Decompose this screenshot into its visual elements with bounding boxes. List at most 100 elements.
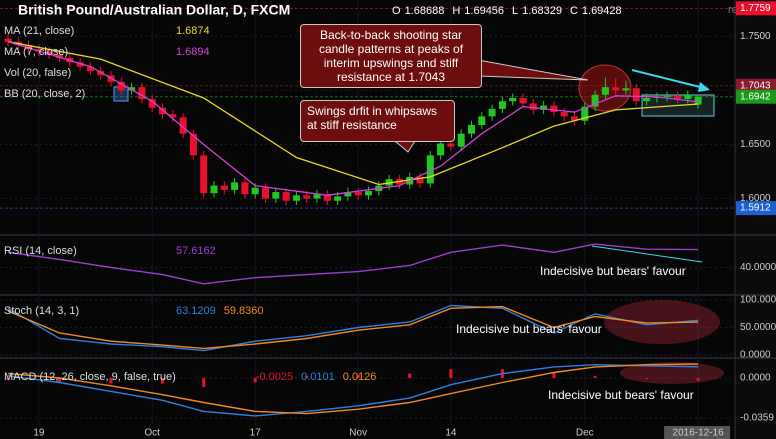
indicator-value: 1.6874: [176, 25, 210, 37]
candle-body: [189, 133, 197, 156]
histogram-bar: [552, 372, 556, 379]
candle-body: [601, 87, 609, 95]
candle-body: [643, 97, 651, 102]
level-label-bg: [736, 89, 776, 104]
candle-body: [334, 196, 342, 201]
histogram-bar: [202, 378, 206, 387]
candle-body: [437, 143, 445, 156]
level-label-bg: [736, 1, 776, 16]
y-tick-label: 40.0000: [740, 262, 776, 273]
candle-body: [272, 192, 280, 199]
candle-body: [416, 176, 424, 184]
candle-body: [354, 192, 362, 196]
ohlc-value: 1.68329: [522, 5, 562, 17]
ohlc-name: C: [570, 5, 578, 17]
candle-body: [251, 187, 259, 195]
x-tick-label: 17: [250, 428, 262, 439]
histogram-bar: [6, 378, 10, 381]
candle-body: [509, 97, 517, 102]
candle-body: [663, 95, 671, 97]
level-label: 1.7759: [740, 3, 771, 14]
candle-body: [210, 185, 218, 194]
y-tick-label: 1.7500: [740, 31, 771, 42]
moving-average: [7, 41, 699, 196]
indicator-line: [7, 363, 699, 415]
candle-body: [25, 44, 33, 50]
candle-body: [540, 105, 548, 110]
level-label-bg: [736, 201, 776, 216]
candle-body: [684, 94, 692, 100]
candle-body: [179, 117, 187, 134]
level-label: 1.5912: [740, 203, 771, 214]
candle-body: [622, 88, 630, 91]
data-layer: [4, 34, 702, 417]
candle-body: [200, 155, 208, 194]
annotation: Indecisive but bears' favour: [456, 322, 602, 336]
candle-body: [365, 191, 372, 196]
arrow-head: [698, 82, 710, 92]
candle-body: [303, 195, 311, 199]
ohlc-value: 1.69428: [582, 5, 622, 17]
x-tick-label: Dec: [576, 428, 594, 439]
histogram-bar: [109, 378, 113, 384]
level-label: 1.6942: [740, 91, 771, 102]
y-tick-label: 0.0000: [740, 373, 771, 384]
candle-body: [169, 114, 177, 118]
candle-body: [571, 116, 578, 121]
candle-body: [45, 51, 53, 55]
level-label: 1.7043: [740, 80, 771, 91]
candle-body: [262, 187, 269, 199]
annotation: Indecisive but bears' favour: [540, 264, 686, 278]
candle-body: [591, 94, 599, 107]
candle-body: [148, 99, 156, 108]
legend-value: 0.0126: [343, 371, 377, 383]
legend-value: 0.0101: [301, 371, 335, 383]
x-tick-label: 2016-12-16: [673, 428, 725, 439]
indicator-name: MA (21, close): [4, 25, 74, 37]
candle-body: [128, 87, 136, 91]
candle-body: [612, 87, 620, 91]
candle-body: [529, 103, 537, 110]
x-tick-label: Nov: [349, 428, 367, 439]
candle-body: [138, 87, 146, 100]
axis-background: [735, 0, 776, 439]
text-layer: British Pound/Australian Dollar, D, FXCM…: [4, 1, 776, 439]
indicator-line: [7, 305, 699, 350]
ohlc-name: L: [512, 5, 518, 17]
indicator-name: Vol (20, false): [4, 67, 71, 79]
candle-body: [4, 38, 12, 42]
stoch-highlight: [604, 300, 720, 344]
histogram-bar: [161, 378, 164, 384]
chart-title: British Pound/Australian Dollar, D, FXCM: [18, 2, 290, 18]
indicator-line: [7, 363, 699, 417]
y-tick-label: 1.6000: [740, 193, 771, 204]
candle-body: [56, 54, 63, 58]
histogram-bar: [645, 378, 649, 380]
x-label-bg: [664, 426, 731, 439]
candle-body: [488, 108, 496, 117]
rsi-arrow: [591, 245, 703, 263]
legend-value: -0.0025: [256, 371, 293, 383]
moving-average: [7, 41, 699, 186]
panel-title: Stoch (14, 3, 1): [4, 305, 79, 317]
candle-body: [282, 192, 290, 201]
candle-body: [478, 116, 486, 126]
panel-title: MACD (12, 26, close, 9, false, true): [4, 371, 176, 383]
histogram-bar: [356, 374, 360, 379]
candle-body: [519, 97, 527, 104]
indicator-line: [7, 243, 699, 285]
candle-body: [159, 107, 166, 115]
candle-body: [97, 70, 105, 76]
y-tick-label: 0.0000: [740, 350, 771, 361]
histogram-bar: [253, 378, 257, 383]
candle-body: [632, 88, 640, 102]
y-tick-label: -0.0359: [740, 413, 774, 424]
y-tick-label: 50.0000: [740, 322, 776, 333]
indicator-value: 1.6894: [176, 46, 210, 58]
legend-value: 57.6162: [176, 245, 216, 257]
candle-body: [468, 125, 475, 134]
candle-body: [447, 143, 455, 147]
candle-body: [323, 194, 331, 201]
candle-body: [426, 155, 434, 184]
